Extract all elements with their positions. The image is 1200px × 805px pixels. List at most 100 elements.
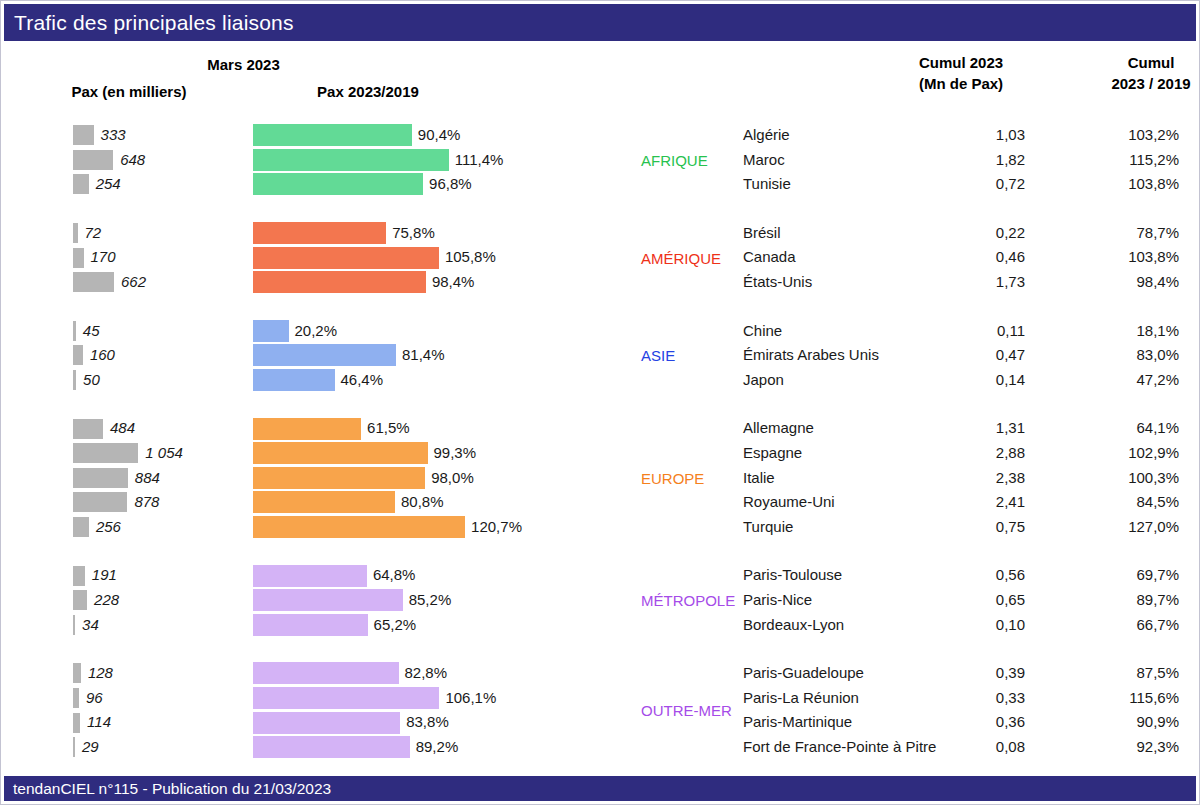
country-label: Émirats Arabes Unis: [743, 343, 879, 368]
table-row: 648111,4%Maroc1,82115,2%: [1, 148, 1200, 173]
table-row: 22885,2%Paris-Nice0,6589,7%: [1, 588, 1200, 613]
cumul-value: 2,41: [951, 490, 1025, 515]
column-header-pax-ratio: Pax 2023/2019: [294, 81, 442, 102]
ratio-bar: [253, 736, 410, 758]
ratio-value-label: 61,5%: [367, 416, 410, 441]
ratio-bar: [253, 662, 399, 684]
cumul-value: 0,72: [951, 172, 1025, 197]
ratio-bar: [253, 491, 395, 513]
pax-volume-bar: [73, 468, 128, 488]
pax-volume-bar: [73, 345, 83, 365]
pax-volume-bar: [73, 248, 84, 268]
cumul-value: 0,47: [951, 343, 1025, 368]
cumul-ratio-value: 127,0%: [1097, 515, 1179, 540]
pax-value-label: 34: [82, 613, 99, 638]
country-label: Allemagne: [743, 416, 814, 441]
region-group-afrique: AFRIQUE33390,4%Algérie1,03103,2%648111,4…: [1, 123, 1200, 197]
cumul-ratio-value: 115,2%: [1097, 148, 1179, 173]
cumul-ratio-value: 87,5%: [1097, 661, 1179, 686]
table-row: 33390,4%Algérie1,03103,2%: [1, 123, 1200, 148]
cumul-ratio-value: 78,7%: [1097, 221, 1179, 246]
ratio-value-label: 75,8%: [392, 221, 435, 246]
column-header-pax: Pax (en milliers): [59, 81, 199, 102]
chart-body: AFRIQUE33390,4%Algérie1,03103,2%648111,4…: [1, 123, 1200, 783]
ratio-bar: [253, 173, 423, 195]
cumul-value: 0,75: [951, 515, 1025, 540]
country-label: Paris-Martinique: [743, 710, 852, 735]
pax-volume-bar: [73, 443, 138, 463]
table-row: 48461,5%Allemagne1,3164,1%: [1, 416, 1200, 441]
country-label: Maroc: [743, 148, 785, 173]
country-label: Algérie: [743, 123, 790, 148]
pax-value-label: 484: [110, 416, 135, 441]
country-label: Espagne: [743, 441, 802, 466]
footer-bar: tendanCIEL n°115 - Publication du 21/03/…: [4, 776, 1196, 801]
cumul-value: 0,36: [951, 710, 1025, 735]
cumul-value: 0,11: [951, 319, 1025, 344]
pax-value-label: 256: [96, 515, 121, 540]
cumul-ratio-value: 98,4%: [1097, 270, 1179, 295]
region-group-amerique: AMÉRIQUE7275,8%Brésil0,2278,7%170105,8%C…: [1, 221, 1200, 295]
ratio-value-label: 46,4%: [341, 368, 384, 393]
pax-value-label: 191: [92, 563, 117, 588]
cumul-ratio-value: 64,1%: [1097, 416, 1179, 441]
ratio-bar: [253, 247, 439, 269]
ratio-value-label: 96,8%: [429, 172, 472, 197]
ratio-bar: [253, 344, 396, 366]
pax-value-label: 72: [85, 221, 102, 246]
pax-value-label: 170: [91, 245, 116, 270]
cumul-value: 0,22: [951, 221, 1025, 246]
cumul-value: 0,56: [951, 563, 1025, 588]
cumul-value: 0,65: [951, 588, 1025, 613]
cumul-value: 0,10: [951, 613, 1025, 638]
ratio-bar: [253, 271, 426, 293]
page-title: Trafic des principales liaisons: [14, 11, 294, 34]
cumul-value: 1,03: [951, 123, 1025, 148]
table-row: 88498,0%Italie2,38100,3%: [1, 466, 1200, 491]
report-page: Trafic des principales liaisons Mars 202…: [0, 0, 1200, 805]
country-label: Royaume-Uni: [743, 490, 835, 515]
table-row: 256120,7%Turquie0,75127,0%: [1, 515, 1200, 540]
ratio-value-label: 106,1%: [445, 686, 496, 711]
ratio-bar: [253, 589, 403, 611]
pax-value-label: 648: [120, 148, 145, 173]
region-group-europe: EUROPE48461,5%Allemagne1,3164,1%1 05499,…: [1, 416, 1200, 539]
ratio-value-label: 99,3%: [434, 441, 477, 466]
table-row: 11483,8%Paris-Martinique0,3690,9%: [1, 710, 1200, 735]
pax-value-label: 884: [135, 466, 160, 491]
column-header-cumul-ratio-line2: 2023 / 2019: [1111, 75, 1190, 92]
column-header-cumul-ratio-line1: Cumul: [1128, 54, 1175, 71]
pax-value-label: 114: [87, 710, 111, 735]
table-row: 1 05499,3%Espagne2,88102,9%: [1, 441, 1200, 466]
table-row: 170105,8%Canada0,46103,8%: [1, 245, 1200, 270]
ratio-value-label: 120,7%: [471, 515, 522, 540]
pax-value-label: 878: [134, 490, 159, 515]
cumul-ratio-value: 103,2%: [1097, 123, 1179, 148]
cumul-ratio-value: 103,8%: [1097, 245, 1179, 270]
cumul-value: 0,08: [951, 735, 1025, 760]
ratio-value-label: 83,8%: [406, 710, 449, 735]
cumul-ratio-value: 92,3%: [1097, 735, 1179, 760]
cumul-ratio-value: 100,3%: [1097, 466, 1179, 491]
cumul-value: 1,73: [951, 270, 1025, 295]
table-row: 2989,2%Fort de France-Pointe à Pitre0,08…: [1, 735, 1200, 760]
ratio-bar: [253, 442, 428, 464]
ratio-bar: [253, 687, 439, 709]
pax-value-label: 128: [88, 661, 113, 686]
pax-value-label: 254: [96, 172, 121, 197]
ratio-value-label: 80,8%: [401, 490, 444, 515]
pax-value-label: 45: [83, 319, 100, 344]
country-label: Bordeaux-Lyon: [743, 613, 844, 638]
ratio-value-label: 89,2%: [416, 735, 459, 760]
pax-value-label: 662: [121, 270, 146, 295]
ratio-value-label: 90,4%: [418, 123, 461, 148]
region-group-outre-mer: OUTRE-MER12882,8%Paris-Guadeloupe0,3987,…: [1, 661, 1200, 759]
cumul-ratio-value: 66,7%: [1097, 613, 1179, 638]
pax-volume-bar: [73, 737, 75, 757]
country-label: Japon: [743, 368, 784, 393]
cumul-value: 0,14: [951, 368, 1025, 393]
ratio-bar: [253, 614, 368, 636]
ratio-bar: [253, 124, 412, 146]
region-group-metropole: MÉTROPOLE19164,8%Paris-Toulouse0,5669,7%…: [1, 563, 1200, 637]
pax-value-label: 228: [94, 588, 119, 613]
